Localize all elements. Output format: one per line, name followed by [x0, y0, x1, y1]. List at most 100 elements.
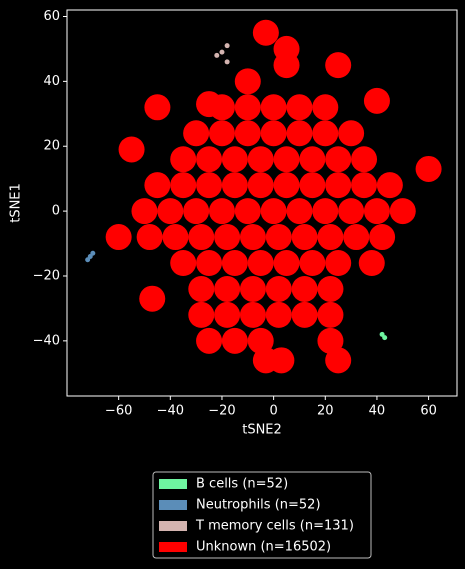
point [157, 198, 184, 225]
point [188, 224, 215, 251]
point [234, 94, 261, 121]
point [286, 120, 313, 147]
point [208, 198, 235, 225]
point [317, 224, 344, 251]
point [188, 275, 215, 302]
point [214, 224, 241, 251]
legend-label: Neutrophils (n=52) [196, 498, 321, 513]
point [286, 198, 313, 225]
point [234, 198, 261, 225]
point [351, 146, 378, 173]
point [247, 250, 274, 277]
point [221, 172, 248, 199]
legend-swatch [159, 542, 187, 552]
point [131, 198, 158, 225]
point [317, 301, 344, 328]
point [299, 250, 326, 277]
x-axis-label: tSNE2 [242, 423, 282, 438]
point [196, 250, 223, 277]
point [325, 52, 352, 79]
point [196, 146, 223, 173]
point [291, 301, 318, 328]
point [415, 155, 442, 182]
point [208, 94, 235, 121]
point [358, 250, 385, 277]
point [183, 198, 210, 225]
point [273, 172, 300, 199]
point [90, 250, 96, 256]
point [139, 285, 166, 312]
point [208, 120, 235, 147]
point [214, 275, 241, 302]
point [312, 198, 339, 225]
y-tick-label: 60 [43, 9, 60, 24]
x-tick-label: 40 [369, 404, 386, 419]
point [273, 52, 300, 79]
point [286, 94, 313, 121]
point [214, 301, 241, 328]
point [234, 68, 261, 95]
point [196, 172, 223, 199]
point [247, 327, 274, 354]
legend-swatch [159, 521, 187, 531]
point [224, 43, 230, 49]
point [260, 198, 287, 225]
point [224, 59, 230, 65]
point [268, 347, 295, 374]
point [325, 146, 352, 173]
point [369, 224, 396, 251]
legend-box [152, 471, 372, 559]
point [325, 172, 352, 199]
x-tick-label: 60 [420, 404, 437, 419]
point [260, 120, 287, 147]
point [291, 224, 318, 251]
point [312, 120, 339, 147]
point [170, 172, 197, 199]
x-tick-label: 20 [317, 404, 334, 419]
point [136, 224, 163, 251]
y-tick-label: −40 [33, 333, 60, 348]
x-tick-label: 0 [269, 404, 277, 419]
point [343, 224, 370, 251]
legend-swatch [159, 500, 187, 510]
point [338, 120, 365, 147]
point [389, 198, 416, 225]
legend-label: B cells (n=52) [196, 477, 288, 492]
x-tick-label: −40 [157, 404, 184, 419]
point [170, 146, 197, 173]
point [239, 224, 266, 251]
point [105, 224, 132, 251]
point [317, 275, 344, 302]
legend-swatch [159, 479, 187, 489]
y-tick-label: 20 [43, 139, 60, 154]
point [239, 301, 266, 328]
point [221, 146, 248, 173]
point [247, 172, 274, 199]
point [376, 172, 403, 199]
point [382, 335, 388, 341]
point [188, 301, 215, 328]
x-tick-label: −20 [208, 404, 235, 419]
point [219, 49, 225, 55]
point [196, 327, 223, 354]
point [252, 19, 279, 46]
point [183, 120, 210, 147]
point [214, 52, 220, 58]
point [363, 87, 390, 114]
point [312, 94, 339, 121]
point [170, 250, 197, 277]
point [265, 301, 292, 328]
legend-label: T memory cells (n=131) [195, 519, 354, 534]
point [265, 224, 292, 251]
point [363, 198, 390, 225]
point [338, 198, 365, 225]
point [162, 224, 189, 251]
point [325, 250, 352, 277]
point [118, 136, 145, 163]
plot-frame [66, 9, 458, 397]
point [239, 275, 266, 302]
point [273, 250, 300, 277]
point [299, 172, 326, 199]
point [299, 146, 326, 173]
